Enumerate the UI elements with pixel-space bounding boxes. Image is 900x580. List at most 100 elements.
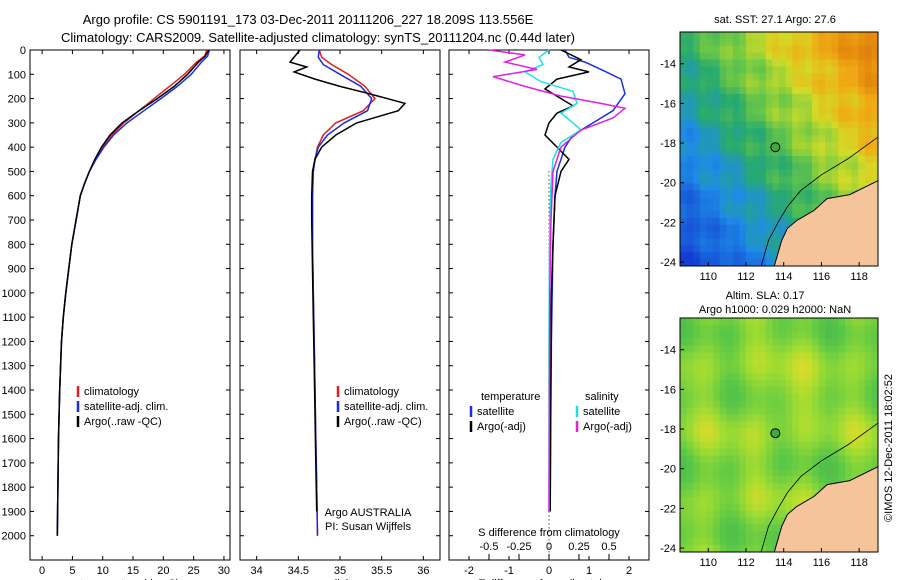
map-cell [792, 45, 800, 54]
map-cell [680, 407, 687, 415]
map-cell [851, 52, 859, 60]
panel-temperature: 0100200300400500600700800900100011001200… [2, 45, 231, 580]
map-cell [699, 490, 707, 498]
map-cell [785, 483, 793, 491]
map-cell [818, 345, 826, 353]
map-cell [739, 204, 747, 212]
map-cell [699, 455, 707, 463]
map-cell [680, 238, 687, 246]
map-cell [746, 45, 753, 54]
map-cell [864, 128, 872, 136]
panel-sla_map: 110 112 114 116 118-14-16-18-20-22-24Altim. … [660, 290, 879, 569]
map-cell [798, 318, 806, 326]
map-cell [719, 169, 727, 177]
map-cell [726, 318, 734, 326]
map-cell [818, 38, 826, 47]
map-cell [726, 496, 734, 505]
map-cell [726, 517, 734, 525]
map-cell [772, 204, 780, 212]
map-cell [680, 517, 687, 525]
map-cell [693, 483, 701, 491]
map-cell [726, 524, 734, 532]
map-cell [686, 379, 694, 388]
map-cell [825, 379, 833, 388]
map-cell [864, 155, 872, 164]
map-cell [706, 538, 714, 546]
map-cell [726, 373, 734, 381]
map-cell [831, 73, 839, 81]
map-cell [864, 448, 872, 457]
land-area [774, 466, 878, 552]
map-cell [726, 455, 734, 463]
map-cell [779, 204, 786, 212]
map-cell [680, 66, 687, 74]
map-cell [739, 121, 747, 129]
map-cell [706, 169, 714, 177]
map-cell [792, 400, 800, 408]
map-cell [812, 45, 819, 54]
map-cell [713, 245, 720, 253]
map-cell [713, 224, 720, 232]
map-cell [838, 352, 846, 360]
map-cell [765, 441, 773, 450]
map-cell [726, 538, 734, 546]
map-cell [825, 400, 833, 408]
map-cell [818, 128, 826, 136]
map-cell [825, 448, 833, 457]
map-cell [759, 66, 767, 74]
map-cell [706, 100, 714, 109]
map-cell [831, 59, 839, 67]
map-cell [851, 373, 859, 381]
map-cell [871, 114, 879, 122]
map-cell [805, 121, 813, 129]
map-cell [680, 183, 687, 191]
map-cell [686, 162, 694, 171]
map-cell [732, 462, 740, 470]
map-cell [686, 503, 694, 512]
map-cell [838, 338, 846, 346]
map-cell [792, 373, 800, 381]
map-cell [680, 318, 687, 326]
map-cell [845, 400, 852, 408]
map-cell [739, 496, 747, 505]
map-cell [851, 142, 859, 150]
map-cell [805, 59, 813, 67]
map-cell [693, 324, 701, 333]
map-cell [759, 324, 767, 333]
map-cell [845, 386, 852, 395]
map-cell [752, 318, 760, 326]
map-cell [805, 169, 813, 177]
x-tick-label: 118 [850, 557, 868, 569]
y-tick-label: 2000 [2, 531, 26, 543]
map-cell [792, 496, 800, 505]
map-cell [772, 490, 780, 498]
map-cell [719, 80, 727, 88]
map-cell [759, 476, 767, 484]
map-cell [719, 407, 727, 415]
map-cell [732, 373, 740, 381]
map-cell [812, 373, 819, 381]
map-cell [838, 73, 846, 81]
map-cell [765, 155, 773, 164]
map-cell [752, 38, 760, 47]
map-cell [812, 428, 819, 436]
map-cell [732, 204, 740, 212]
map-cell [779, 190, 786, 198]
map-cell [864, 407, 872, 415]
y-tick-label: -16 [660, 384, 676, 396]
map-cell [680, 373, 687, 381]
map-cell [759, 517, 767, 525]
map-cell [706, 238, 714, 246]
map-cell [779, 149, 786, 157]
map-cell [785, 435, 793, 443]
map-cell [726, 428, 734, 436]
map-cell [805, 183, 813, 191]
map-cell [798, 210, 806, 219]
map-cell [713, 100, 720, 109]
map-cell [798, 66, 806, 74]
map-cell [686, 524, 694, 532]
x-axis-label: T difference from climatology [479, 578, 620, 580]
y-tick-label: -14 [660, 345, 676, 357]
map-cell [838, 441, 846, 450]
map-cell [686, 93, 694, 102]
